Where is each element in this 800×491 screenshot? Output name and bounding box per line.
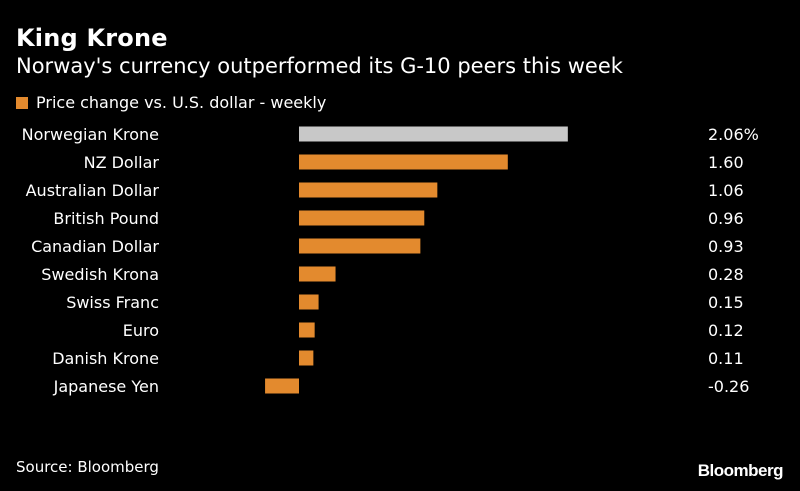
value-label: 0.11 — [708, 349, 744, 368]
category-label: Canadian Dollar — [31, 237, 159, 256]
source-note: Source: Bloomberg — [16, 458, 159, 476]
category-label: Swedish Krona — [41, 265, 159, 284]
value-label: 0.96 — [708, 209, 744, 228]
bar — [299, 126, 568, 142]
legend-label: Price change vs. U.S. dollar - weekly — [36, 93, 327, 112]
bar — [299, 294, 319, 310]
value-label: 0.28 — [708, 265, 744, 284]
bar — [299, 350, 314, 366]
bar — [299, 266, 336, 282]
category-label: British Pound — [53, 209, 159, 228]
category-label: Norwegian Krone — [22, 125, 159, 144]
category-label: Australian Dollar — [26, 181, 160, 200]
bar — [299, 322, 315, 338]
bar — [299, 182, 438, 198]
bar — [299, 210, 425, 226]
value-label: 2.06% — [708, 125, 759, 144]
legend: Price change vs. U.S. dollar - weekly — [16, 93, 326, 112]
value-label: -0.26 — [708, 377, 749, 396]
legend-swatch — [16, 96, 28, 109]
chart-subtitle: Norway's currency outperformed its G-10 … — [16, 54, 623, 78]
value-label: 0.12 — [708, 321, 744, 340]
bar — [265, 378, 299, 394]
value-label: 1.06 — [708, 181, 744, 200]
category-label: Japanese Yen — [53, 377, 159, 396]
bloomberg-logo: Bloomberg — [697, 461, 784, 480]
bar — [299, 154, 508, 170]
chart-title: King Krone — [16, 24, 168, 52]
category-label: NZ Dollar — [84, 153, 160, 172]
value-label: 1.60 — [708, 153, 744, 172]
category-label: Euro — [123, 321, 159, 340]
category-label: Swiss Franc — [66, 293, 159, 312]
value-label: 0.15 — [708, 293, 744, 312]
bar — [299, 238, 421, 254]
category-label: Danish Krone — [52, 349, 159, 368]
value-label: 0.93 — [708, 237, 744, 256]
